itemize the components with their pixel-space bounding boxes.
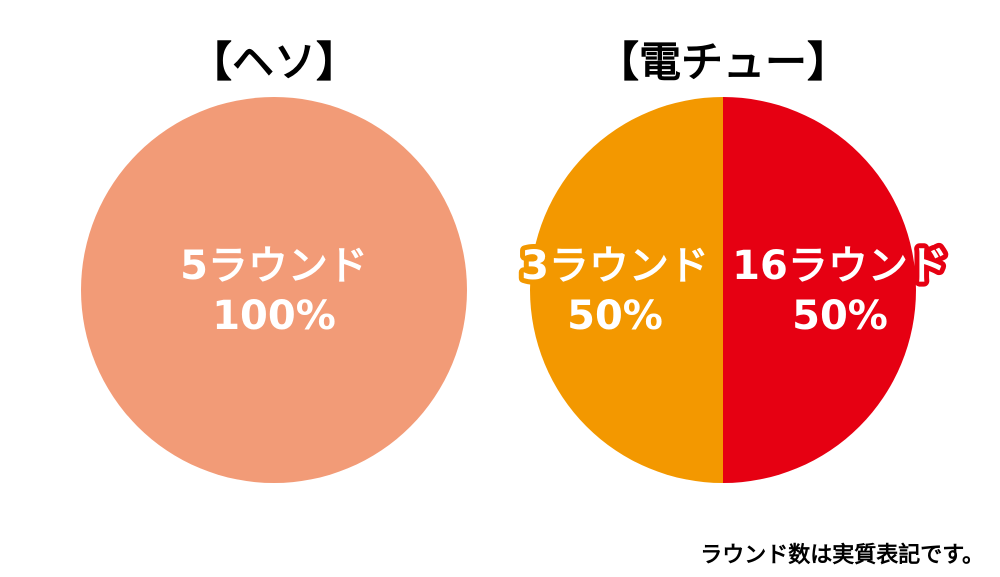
round-note: ラウンド数は実質表記です。 bbox=[700, 543, 984, 568]
slice-round-label: 5ラウンド bbox=[180, 243, 368, 289]
chart-title: 【ヘソ】 bbox=[190, 38, 358, 87]
slice-percent-label: 50% bbox=[567, 293, 663, 339]
slice-round-label: 3ラウンド bbox=[521, 243, 709, 289]
pie-slice bbox=[81, 97, 467, 483]
slice-percent-label: 50% bbox=[792, 293, 888, 339]
slice-percent-label: 100% bbox=[212, 293, 336, 339]
slice-round-label: 16ラウンド bbox=[732, 243, 948, 289]
pie-slice bbox=[723, 97, 916, 483]
pie-slice bbox=[530, 97, 723, 483]
chart-title: 【電チュー】 bbox=[597, 38, 849, 87]
